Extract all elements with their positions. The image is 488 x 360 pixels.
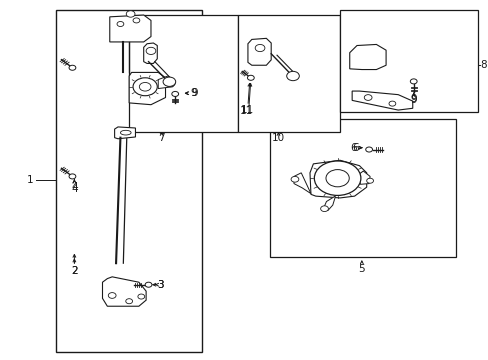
Polygon shape (293, 173, 310, 194)
Circle shape (146, 47, 156, 54)
Circle shape (325, 170, 348, 187)
Polygon shape (309, 160, 366, 198)
Circle shape (171, 91, 178, 96)
Text: 11: 11 (239, 106, 252, 116)
Polygon shape (158, 76, 175, 89)
Circle shape (365, 147, 372, 152)
Polygon shape (114, 127, 135, 139)
Circle shape (69, 174, 76, 179)
Polygon shape (358, 171, 369, 184)
Circle shape (290, 176, 298, 182)
Text: 6: 6 (351, 143, 358, 153)
Circle shape (388, 101, 395, 106)
Text: 7: 7 (158, 133, 164, 143)
Text: 9: 9 (191, 88, 198, 98)
Circle shape (314, 161, 360, 195)
Circle shape (133, 18, 140, 23)
Circle shape (286, 71, 299, 81)
Polygon shape (102, 277, 146, 306)
Circle shape (163, 77, 175, 86)
Circle shape (108, 293, 116, 298)
Circle shape (165, 80, 175, 87)
Circle shape (366, 178, 373, 183)
Circle shape (320, 206, 328, 212)
Polygon shape (351, 91, 412, 110)
Ellipse shape (120, 130, 131, 135)
Circle shape (125, 299, 132, 304)
Polygon shape (109, 15, 151, 42)
Polygon shape (349, 44, 386, 69)
Text: 6: 6 (349, 143, 356, 153)
Circle shape (255, 44, 264, 51)
Text: 5: 5 (358, 264, 365, 274)
Text: 4: 4 (71, 182, 78, 192)
Circle shape (138, 294, 144, 299)
Text: 3: 3 (157, 280, 163, 290)
Circle shape (126, 11, 135, 17)
Text: 3: 3 (157, 280, 163, 290)
Circle shape (145, 282, 152, 287)
Bar (56, 10, 202, 352)
Text: 11: 11 (240, 105, 253, 115)
Text: 2: 2 (71, 266, 78, 276)
Text: 2: 2 (71, 266, 78, 276)
Text: 9: 9 (409, 95, 416, 105)
Polygon shape (323, 196, 334, 211)
Text: 10: 10 (271, 133, 285, 143)
Text: 9: 9 (409, 94, 416, 104)
Circle shape (139, 82, 151, 91)
Circle shape (117, 22, 123, 27)
Text: 1: 1 (26, 175, 33, 185)
Circle shape (247, 75, 254, 80)
Polygon shape (247, 39, 271, 65)
Bar (238, 15, 339, 132)
Polygon shape (143, 43, 157, 63)
Circle shape (364, 95, 371, 100)
Text: 9: 9 (190, 88, 197, 98)
Bar (269, 119, 455, 257)
Polygon shape (129, 72, 165, 105)
Bar (339, 10, 477, 112)
Circle shape (133, 78, 157, 96)
Circle shape (409, 79, 416, 84)
Circle shape (69, 65, 76, 70)
Bar (129, 15, 238, 132)
Text: 8: 8 (480, 60, 486, 70)
Text: 4: 4 (71, 184, 78, 194)
